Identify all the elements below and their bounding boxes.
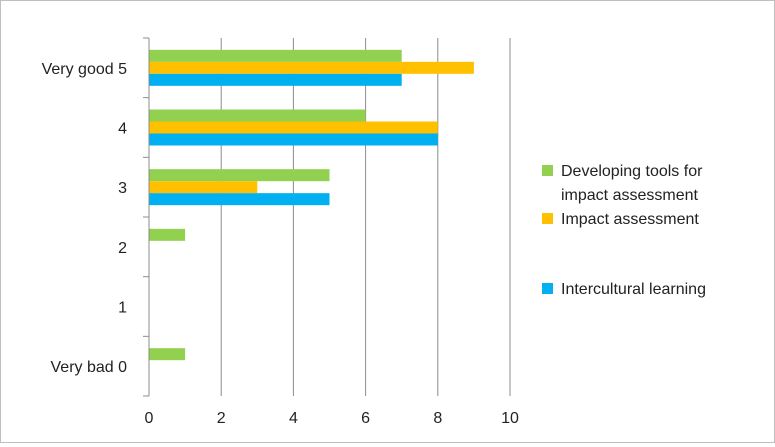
bar [149,133,438,146]
legend-swatch [542,213,553,224]
y-tick-label: 2 [118,240,127,257]
bar [149,73,402,86]
bar [149,348,186,361]
y-tick-label: 3 [118,180,127,197]
axes: 0 2 4 6 8 10 Very bad 0 1 2 3 4 Very good 5 [42,37,519,427]
y-tick-label: 1 [118,300,127,317]
legend: Developing tools for impact assessment Imp… [542,163,706,298]
legend-label: Developing tools for impact assessment [561,163,703,204]
bars [149,49,474,361]
bar [149,109,366,122]
bar [149,181,258,194]
bar [149,228,186,241]
bar [149,169,330,182]
x-tick-label: 6 [361,410,370,427]
y-tick-label: Very good 5 [42,61,128,78]
bar [149,61,474,74]
bar [149,121,438,134]
x-tick-label: 2 [217,410,226,427]
grid-lines [148,38,511,396]
legend-label: Impact assessment [561,211,699,228]
x-tick-label: 0 [145,410,154,427]
legend-label: Intercultural learning [561,281,706,298]
bar [149,193,330,206]
legend-swatch [542,283,553,294]
x-tick-label: 8 [433,410,442,427]
x-tick-label: 10 [501,410,519,427]
y-tick-label: 4 [118,121,127,138]
bar [149,49,402,62]
y-tick-label: Very bad 0 [51,359,128,376]
x-tick-label: 4 [289,410,298,427]
legend-swatch [542,165,553,176]
